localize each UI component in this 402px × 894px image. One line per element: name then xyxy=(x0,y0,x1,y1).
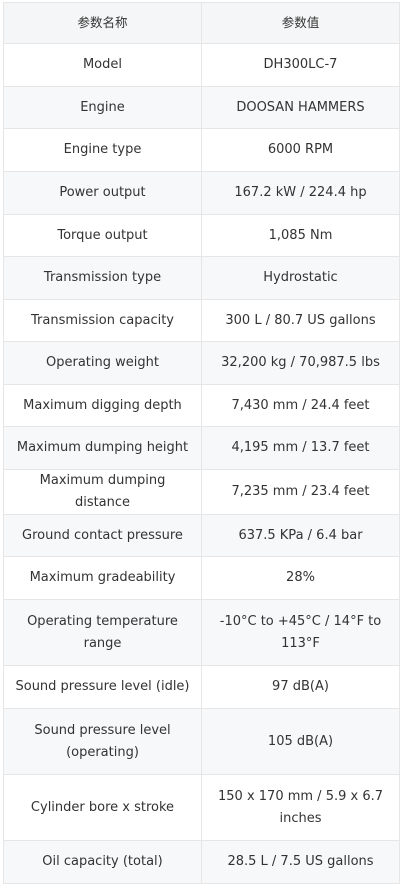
param-name-cell: Maximum dumping height xyxy=(3,426,202,470)
param-value-cell: 637.5 KPa / 6.4 bar xyxy=(201,514,400,557)
param-name-cell: Model xyxy=(3,43,202,87)
table-row: Engine DOOSAN HAMMERS xyxy=(3,86,400,129)
param-value-cell: DH300LC-7 xyxy=(201,43,400,87)
param-name-cell: Maximum gradeability xyxy=(3,556,202,600)
table-row: Cylinder bore x stroke 150 x 170 mm / 5.9… xyxy=(3,774,400,841)
param-name-cell: Cylinder bore x stroke xyxy=(3,774,202,841)
param-name-cell: Sound pressure level (idle) xyxy=(3,665,202,709)
header-param-name: 参数名称 xyxy=(3,2,202,44)
param-name-cell: Operating weight xyxy=(3,341,202,385)
param-value-cell: 28% xyxy=(201,556,400,600)
param-value-cell: -10°C to +45°C / 14°F to 113°F xyxy=(201,599,400,666)
param-value-cell: 97 dB(A) xyxy=(201,665,400,709)
table-row: Ground contact pressure 637.5 KPa / 6.4 b… xyxy=(3,514,400,557)
table-row: Sound pressure level (idle) 97 dB(A) xyxy=(3,665,400,709)
param-name-cell: Torque output xyxy=(3,214,202,257)
table-row: Power output 167.2 kW / 224.4 hp xyxy=(3,171,400,215)
param-value-cell: 1,085 Nm xyxy=(201,214,400,257)
param-name-cell: Engine xyxy=(3,86,202,129)
table-row: Operating temperature range -10°C to +45°… xyxy=(3,599,400,666)
table-row: Torque output 1,085 Nm xyxy=(3,214,400,257)
table-row: Engine type 6000 RPM xyxy=(3,128,400,172)
param-value-cell: Hydrostatic xyxy=(201,256,400,300)
param-name-cell: Maximum dumping distance xyxy=(3,469,202,515)
param-value-cell: 7,235 mm / 23.4 feet xyxy=(201,469,400,515)
param-value-cell: 32,200 kg / 70,987.5 lbs xyxy=(201,341,400,385)
spec-table: 参数名称 参数值 Model DH300LC-7 Engine DOOSAN HAMM… xyxy=(3,2,400,884)
table-row: Operating weight 32,200 kg / 70,987.5 lbs xyxy=(3,341,400,385)
table-row: Model DH300LC-7 xyxy=(3,43,400,87)
param-value-cell: 7,430 mm / 24.4 feet xyxy=(201,384,400,427)
param-name-cell: Power output xyxy=(3,171,202,215)
param-name-cell: Transmission capacity xyxy=(3,299,202,342)
table-row: Maximum gradeability 28% xyxy=(3,556,400,600)
param-value-cell: DOOSAN HAMMERS xyxy=(201,86,400,129)
table-row: Maximum dumping height 4,195 mm / 13.7 fe… xyxy=(3,426,400,470)
table-header-row: 参数名称 参数值 xyxy=(3,2,400,44)
spec-table-container: 参数名称 参数值 Model DH300LC-7 Engine DOOSAN HAMM… xyxy=(3,2,400,884)
param-name-cell: Transmission type xyxy=(3,256,202,300)
table-row: Sound pressure level (operating) 105 dB(A… xyxy=(3,708,400,775)
param-name-cell: Oil capacity (total) xyxy=(3,840,202,884)
param-name-cell: Engine type xyxy=(3,128,202,172)
param-value-cell: 167.2 kW / 224.4 hp xyxy=(201,171,400,215)
param-value-cell: 150 x 170 mm / 5.9 x 6.7 inches xyxy=(201,774,400,841)
param-value-cell: 4,195 mm / 13.7 feet xyxy=(201,426,400,470)
param-name-cell: Sound pressure level (operating) xyxy=(3,708,202,775)
table-body: Model DH300LC-7 Engine DOOSAN HAMMERS Engine… xyxy=(3,43,400,884)
table-row: Maximum dumping distance 7,235 mm / 23.4 … xyxy=(3,469,400,515)
param-value-cell: 105 dB(A) xyxy=(201,708,400,775)
param-value-cell: 28.5 L / 7.5 US gallons xyxy=(201,840,400,884)
table-row: Oil capacity (total) 28.5 L / 7.5 US gall… xyxy=(3,840,400,884)
header-param-value: 参数值 xyxy=(201,2,400,44)
table-row: Maximum digging depth 7,430 mm / 24.4 fee… xyxy=(3,384,400,427)
param-name-cell: Ground contact pressure xyxy=(3,514,202,557)
param-name-cell: Operating temperature range xyxy=(3,599,202,666)
table-row: Transmission capacity 300 L / 80.7 US gal… xyxy=(3,299,400,342)
param-name-cell: Maximum digging depth xyxy=(3,384,202,427)
param-value-cell: 300 L / 80.7 US gallons xyxy=(201,299,400,342)
table-row: Transmission type Hydrostatic xyxy=(3,256,400,300)
param-value-cell: 6000 RPM xyxy=(201,128,400,172)
